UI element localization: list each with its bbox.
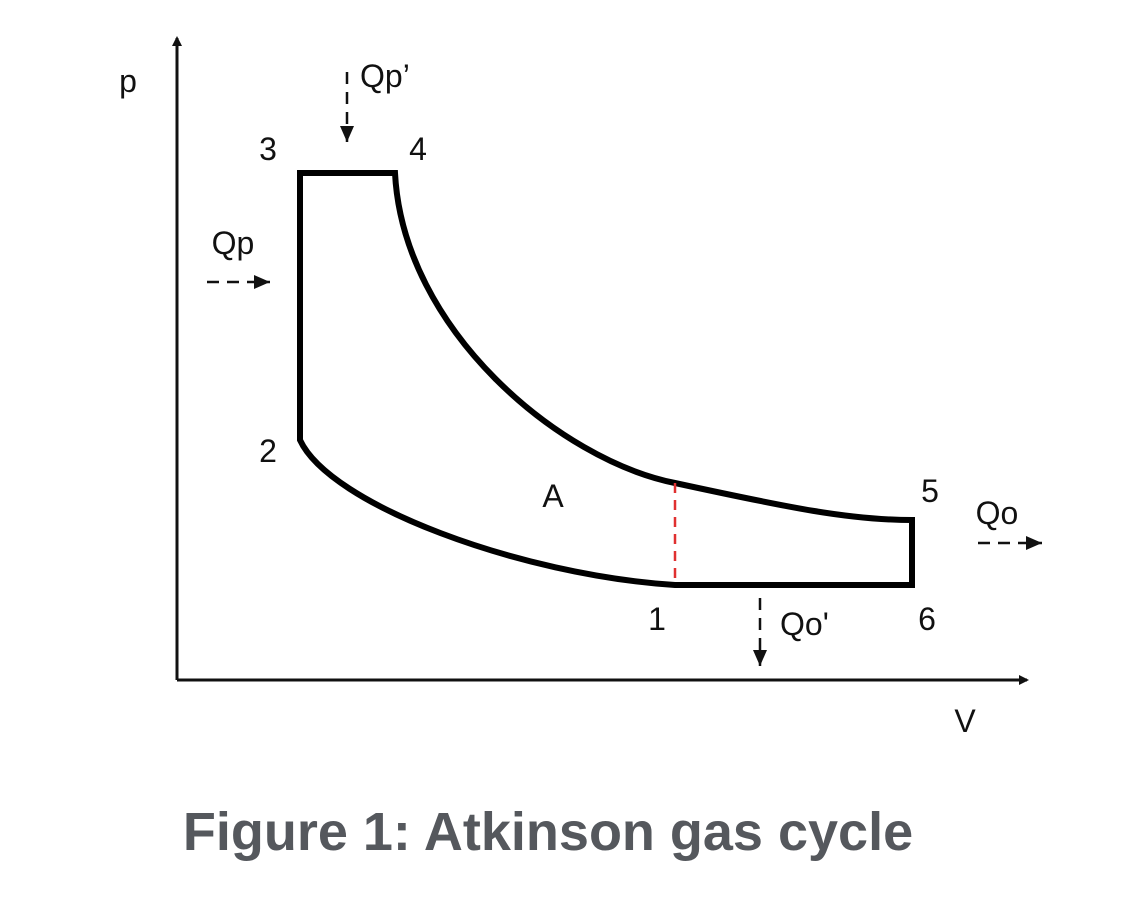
heat-label: Qo — [976, 495, 1019, 531]
point-label: 1 — [648, 601, 666, 637]
y-axis-label: p — [119, 63, 137, 99]
heat-label: Qp’ — [360, 58, 410, 94]
heat-label: Qp — [212, 225, 255, 261]
point-label: 4 — [409, 131, 427, 167]
x-axis-label: V — [954, 703, 976, 739]
area-label: A — [542, 478, 564, 514]
cycle-path — [297, 170, 915, 588]
heat-label: Qo' — [780, 606, 829, 642]
point-label: 6 — [918, 601, 936, 637]
point-label: 2 — [259, 433, 277, 469]
caption: Figure 1: Atkinson gas cycle — [183, 802, 913, 862]
point-label: 3 — [259, 131, 277, 167]
point-label: 5 — [921, 473, 939, 509]
